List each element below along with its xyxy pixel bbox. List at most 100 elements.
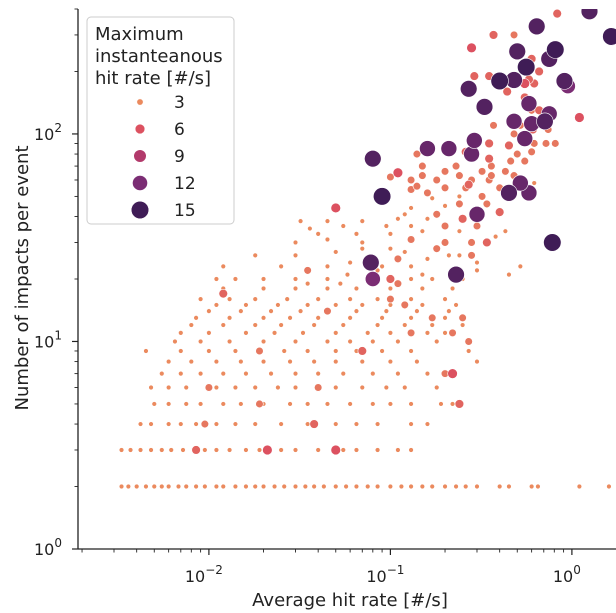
data-point	[395, 338, 401, 345]
data-point	[477, 167, 487, 176]
data-point	[442, 330, 448, 336]
data-point	[165, 483, 172, 490]
data-point	[127, 447, 134, 453]
data-point	[323, 307, 332, 316]
data-point	[226, 338, 233, 345]
x-tick-exponent: −2	[205, 563, 223, 577]
data-point	[412, 182, 422, 191]
data-point	[387, 358, 394, 365]
data-point	[466, 132, 483, 149]
data-point	[541, 139, 551, 148]
data-point	[496, 483, 503, 490]
data-point	[475, 98, 494, 116]
data-point	[440, 167, 450, 176]
data-point	[482, 199, 491, 209]
data-point	[303, 266, 312, 275]
data-point	[408, 315, 414, 321]
data-point	[506, 156, 515, 166]
data-point	[477, 192, 487, 201]
data-point	[374, 483, 381, 490]
data-point	[137, 447, 144, 453]
data-point	[359, 245, 365, 252]
data-point	[292, 447, 299, 453]
data-point	[165, 384, 172, 391]
data-point	[414, 308, 420, 314]
data-point	[344, 271, 351, 278]
data-point	[202, 447, 208, 453]
data-point	[243, 330, 249, 336]
data-point	[292, 338, 299, 345]
data-point	[429, 483, 435, 490]
data-point	[516, 130, 534, 147]
data-point	[474, 358, 480, 365]
data-point	[275, 302, 281, 308]
data-point	[408, 483, 414, 490]
data-point	[347, 259, 353, 266]
data-point	[362, 253, 380, 272]
data-point	[232, 384, 239, 391]
data-point	[484, 138, 494, 149]
data-point	[359, 239, 365, 246]
data-point	[333, 249, 339, 255]
data-point	[226, 447, 233, 453]
data-point	[268, 370, 274, 377]
legend-marker	[134, 123, 146, 135]
data-point	[372, 187, 392, 206]
data-point	[287, 315, 293, 321]
data-point	[440, 183, 450, 192]
data-point	[429, 276, 435, 282]
data-point	[534, 66, 544, 77]
data-point	[402, 211, 408, 218]
data-point	[402, 384, 408, 391]
data-point	[419, 483, 426, 490]
data-point	[268, 308, 274, 314]
data-point	[353, 447, 360, 453]
data-point	[292, 252, 299, 259]
data-point	[359, 358, 365, 365]
data-point	[419, 271, 426, 278]
legend-box	[86, 16, 235, 225]
data-point	[324, 276, 331, 282]
data-point	[400, 300, 409, 310]
data-point	[278, 421, 284, 427]
data-point	[465, 348, 472, 354]
data-point	[370, 338, 376, 345]
data-point	[260, 358, 267, 365]
data-point	[200, 419, 209, 429]
data-point	[467, 251, 476, 260]
data-point	[193, 483, 199, 490]
data-point	[446, 252, 452, 259]
data-point	[370, 370, 376, 377]
data-point	[440, 221, 450, 231]
data-point	[506, 483, 512, 490]
data-point	[506, 271, 512, 278]
data-point	[440, 238, 450, 247]
data-point	[357, 346, 367, 356]
data-point	[487, 161, 496, 171]
data-point	[574, 112, 585, 123]
data-point	[408, 205, 414, 211]
data-point	[148, 447, 154, 453]
data-point	[213, 483, 220, 490]
data-point	[148, 384, 154, 391]
data-point	[197, 296, 204, 302]
legend-marker	[130, 200, 150, 220]
data-point	[383, 308, 390, 314]
data-point	[463, 145, 480, 163]
x-tick-exponent: −1	[387, 563, 405, 577]
data-point	[292, 370, 299, 377]
data-point	[434, 338, 440, 345]
data-point	[432, 210, 441, 219]
data-point	[365, 483, 371, 490]
data-point	[220, 322, 226, 328]
data-point	[386, 294, 395, 304]
data-point	[287, 358, 293, 365]
data-point	[315, 296, 321, 302]
data-point	[531, 180, 537, 186]
data-point	[125, 483, 132, 490]
data-point	[232, 348, 239, 354]
data-point	[454, 399, 465, 409]
data-point	[255, 346, 264, 356]
data-point	[383, 223, 390, 229]
